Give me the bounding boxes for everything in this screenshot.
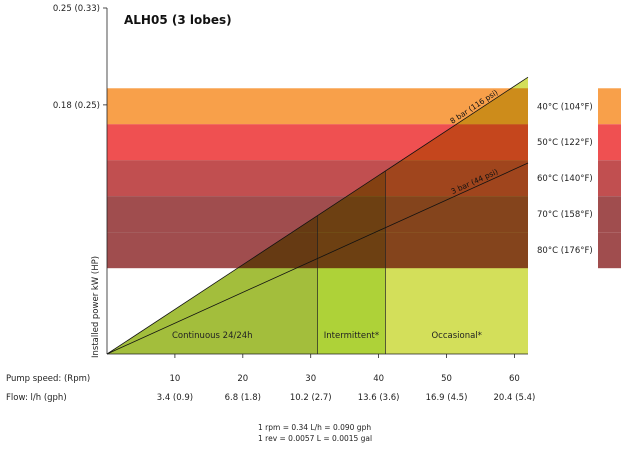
note-rpm: 1 rpm = 0.34 L/h = 0.090 gph: [258, 423, 371, 432]
x-tick-flow-4: 16.9 (4.5): [426, 393, 468, 403]
pressure-line-0: [106, 76, 529, 355]
x-tick-flow-5: 20.4 (5.4): [494, 393, 536, 403]
temperature-label-2: 60°C (140°F): [537, 174, 593, 184]
x-tick-speed-1: 20: [237, 374, 248, 384]
temperature-band-0: [107, 88, 528, 125]
x-tick-speed-4: 50: [441, 374, 452, 384]
x-tick-speed-3: 40: [373, 374, 384, 384]
x-tick-speed-2: 30: [305, 374, 316, 384]
temperature-label-0: 40°C (104°F): [537, 102, 593, 112]
temperature-swatch-4: [598, 232, 621, 269]
note-rev: 1 rev = 0.0057 L = 0.0015 gal: [258, 434, 372, 443]
x-tick-flow-3: 13.6 (3.6): [358, 393, 400, 403]
temperature-bands-layer: [107, 88, 621, 269]
axes-layer: [103, 7, 528, 358]
temperature-swatch-3: [598, 196, 621, 233]
temperature-swatch-0: [598, 88, 621, 125]
temperature-label-4: 80°C (176°F): [537, 246, 593, 256]
temperature-label-1: 50°C (122°F): [537, 138, 593, 148]
zone-label-2: Occasional*: [431, 331, 481, 341]
temperature-swatch-2: [598, 160, 621, 197]
y-tick-label-0: 0.25 (0.33): [53, 4, 100, 14]
temperature-swatch-1: [598, 124, 621, 161]
x-tick-speed-0: 10: [169, 374, 180, 384]
x-row-label-flow: Flow: l/h (gph): [6, 393, 67, 403]
x-row-label-speed: Pump speed: (Rpm): [6, 374, 90, 384]
pressure-line-1: [106, 162, 529, 355]
pressure-lines-layer: [106, 76, 529, 355]
zone-label-1: Intermittent*: [324, 331, 379, 341]
x-tick-flow-2: 10.2 (2.7): [290, 393, 332, 403]
chart-title: ALH05 (3 lobes): [124, 13, 232, 27]
temperature-band-2: [107, 160, 528, 197]
x-tick-speed-5: 60: [509, 374, 520, 384]
x-tick-flow-1: 6.8 (1.8): [225, 393, 261, 403]
x-tick-flow-0: 3.4 (0.9): [157, 393, 193, 403]
zone-label-0: Continuous 24/24h: [172, 331, 253, 341]
y-tick-label-1: 0.18 (0.25): [53, 101, 100, 111]
temperature-band-1: [107, 124, 528, 161]
temperature-label-3: 70°C (158°F): [537, 210, 593, 220]
y-axis-label: Installed power kW (HP): [91, 256, 101, 358]
